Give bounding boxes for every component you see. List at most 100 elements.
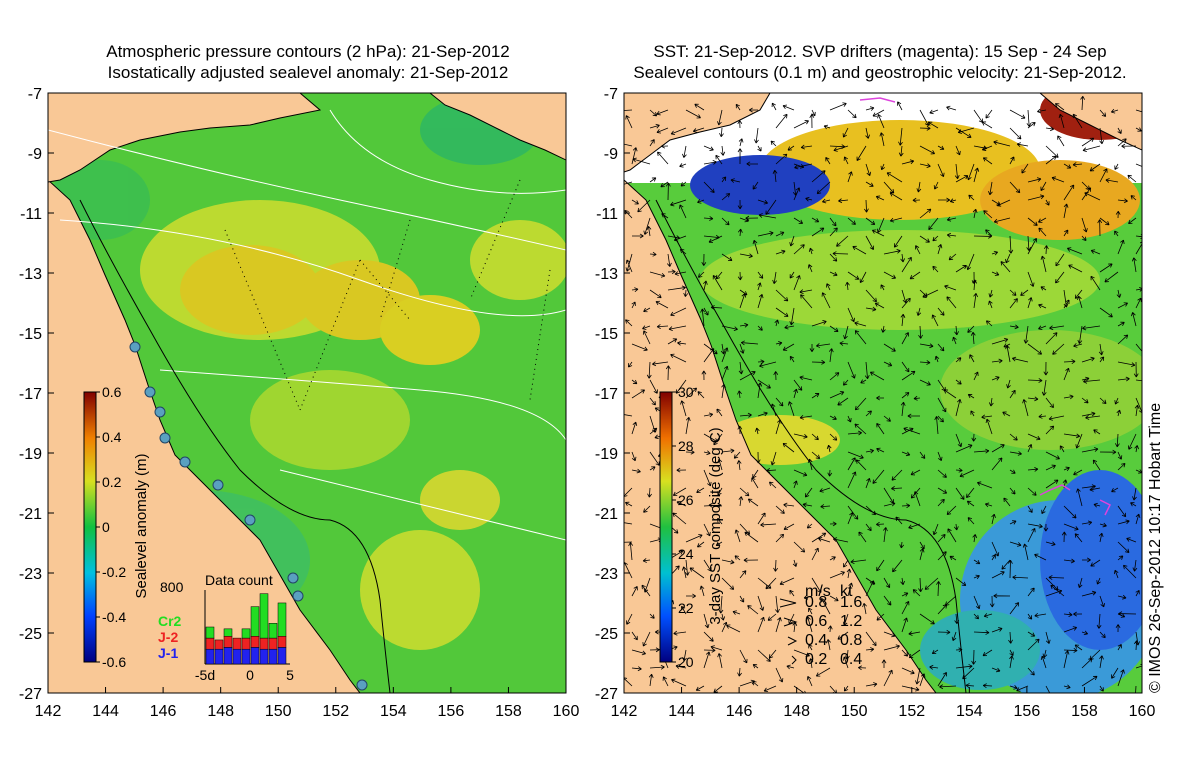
data-count-bar-j1 [277, 647, 287, 665]
velocity-arrow [783, 523, 795, 531]
velocity-arrow [649, 379, 658, 394]
velocity-arrow [955, 264, 967, 273]
velocity-arrow [786, 664, 795, 670]
right-y-tick-label: -15 [595, 326, 618, 343]
velocity-arrow [1099, 397, 1107, 405]
velocity-arrow [955, 379, 962, 385]
velocity-arrow [1045, 332, 1058, 345]
velocity-arrow [767, 613, 777, 621]
velocity-arrow [818, 536, 831, 543]
velocity-arrow [832, 537, 849, 543]
velocity-arrow [696, 487, 705, 493]
velocity-arrow [949, 555, 957, 561]
velocity-arrow [787, 145, 795, 151]
velocity-arrow [747, 605, 759, 615]
velocity-arrow [721, 253, 733, 261]
tide-gauge-markers [129, 341, 368, 691]
velocity-arrow [967, 393, 975, 399]
velocity-arrow [1072, 113, 1083, 129]
data-count-bar-j2 [232, 637, 242, 650]
velocity-arrow [1045, 685, 1053, 693]
velocity-arrow [1090, 559, 1101, 567]
velocity-arrow [928, 217, 939, 230]
velocity-arrow [1009, 487, 1016, 495]
velocity-arrow [811, 359, 826, 365]
velocity-arrow [737, 199, 743, 210]
velocity-arrow [1135, 163, 1142, 167]
right-x-tick-label: 156 [1014, 703, 1041, 720]
velocity-arrow [937, 533, 946, 543]
velocity-arrow [794, 163, 813, 170]
velocity-arrow [670, 353, 687, 363]
velocity-arrow [954, 163, 960, 180]
velocity-arrow [768, 649, 777, 659]
velocity-arrow [789, 235, 795, 247]
velocity-arrow [827, 469, 833, 477]
velocity-arrow [726, 624, 741, 633]
velocity-arrow [883, 669, 893, 687]
velocity-arrow [649, 109, 658, 117]
right-x-tick-label: 146 [726, 703, 753, 720]
velocity-arrow [793, 120, 809, 129]
sst-colorbar-tick-label: 30 [678, 384, 694, 400]
velocity-arrow [1027, 237, 1038, 255]
velocity-arrow [915, 667, 921, 685]
velocity-arrow [847, 217, 856, 225]
data-count-bar-j1 [205, 648, 215, 665]
velocity-arrow [903, 427, 921, 435]
right-bathymetry [655, 199, 967, 693]
velocity-arrow [624, 677, 633, 687]
velocity-arrow [829, 217, 837, 227]
velocity-arrow [919, 673, 926, 687]
left-y-tick-label: -19 [19, 446, 42, 463]
velocity-arrow [993, 217, 1011, 224]
velocity-arrow [1099, 449, 1117, 455]
velocity-arrow [721, 217, 730, 226]
velocity-arrow [1026, 109, 1032, 127]
velocity-arrow [769, 481, 777, 489]
right-x-tick-label: 144 [668, 703, 695, 720]
velocity-arrow [649, 647, 660, 653]
velocity-arrow [829, 556, 836, 561]
velocity-arrow [1027, 444, 1033, 453]
velocity-arrow [1081, 484, 1096, 490]
velocity-arrow [739, 570, 747, 579]
velocity-arrow [860, 379, 867, 384]
velocity-arrow [685, 534, 703, 543]
velocity-arrow [1040, 255, 1047, 273]
velocity-arrow [685, 449, 695, 455]
velocity-arrow [971, 649, 977, 665]
right-land-australia [624, 179, 937, 693]
data-count-legend-cr2: Cr2 [158, 613, 182, 629]
velocity-arrow [717, 517, 723, 525]
velocity-arrow [972, 208, 978, 219]
velocity-arrow [951, 631, 957, 642]
velocity-arrow [908, 649, 921, 659]
velocity-arrow [1043, 361, 1049, 376]
velocity-arrow [626, 613, 633, 625]
velocity-arrow [910, 469, 921, 476]
data-count-bar-j1 [250, 647, 260, 665]
velocity-arrow [937, 498, 945, 507]
velocity-arrow [850, 559, 867, 564]
velocity-arrow [1135, 685, 1137, 693]
velocity-arrow [1117, 321, 1125, 327]
velocity-arrow [1027, 523, 1043, 529]
velocity-arrow [1132, 559, 1138, 572]
velocity-arrow [631, 649, 646, 656]
sst-colorbar-tick-label: 26 [678, 492, 694, 508]
velocity-arrow [847, 271, 860, 280]
velocity-arrow [852, 245, 867, 255]
velocity-arrow [717, 109, 723, 126]
velocity-arrow [649, 123, 660, 129]
left-x-tick-label: 148 [207, 703, 234, 720]
velocity-arrow [937, 343, 945, 352]
velocity-arrow [757, 199, 769, 205]
velocity-arrow [670, 307, 687, 317]
velocity-arrow [1117, 334, 1129, 345]
velocity-arrow [847, 415, 852, 423]
velocity-arrow [959, 469, 975, 478]
velocity-arrow [803, 594, 813, 600]
velocity-arrow [775, 595, 780, 613]
velocity-arrow [876, 447, 885, 453]
